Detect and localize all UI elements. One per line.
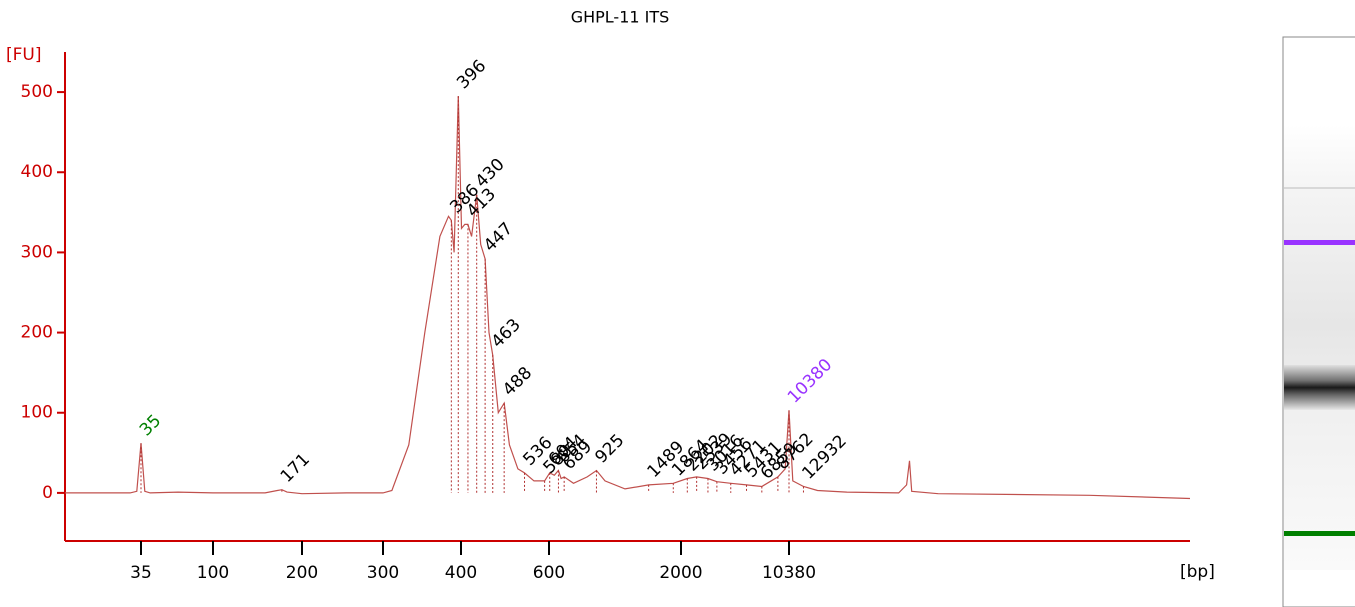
gel-band xyxy=(1284,365,1355,410)
x-axis-label: [bp] xyxy=(1180,562,1215,582)
trace-line xyxy=(65,96,1191,500)
gel-background xyxy=(1284,125,1355,570)
x-tick-label: 200 xyxy=(286,563,318,583)
chart-title: GHPL-11 ITS xyxy=(571,8,670,27)
x-tick-label: 100 xyxy=(197,563,229,583)
peak-label: 447 xyxy=(480,219,517,256)
x-tick-label: 2000 xyxy=(659,563,702,583)
y-tick-label: 0 xyxy=(42,483,53,503)
peak-label: 463 xyxy=(488,315,525,352)
y-tick-label: 300 xyxy=(21,242,53,262)
x-tick-label: 600 xyxy=(533,563,565,583)
y-tick-label: 100 xyxy=(21,403,53,423)
y-tick-label: 200 xyxy=(21,323,53,343)
gel-marker-band xyxy=(1284,240,1355,245)
y-axis-label: [FU] xyxy=(6,45,42,65)
peak-label: 10380 xyxy=(784,355,836,407)
peak-label: 35 xyxy=(136,411,165,440)
peak-label: 488 xyxy=(499,363,536,400)
x-tick-label: 10380 xyxy=(762,563,816,583)
peak-label: 396 xyxy=(453,56,490,93)
y-tick-label: 400 xyxy=(21,162,53,182)
gel-band xyxy=(1284,187,1355,189)
x-tick-label: 300 xyxy=(367,563,399,583)
peak-label: 171 xyxy=(277,450,314,487)
y-tick-label: 500 xyxy=(21,82,53,102)
gel-marker-band xyxy=(1284,531,1355,536)
peak-label: 925 xyxy=(591,430,628,467)
x-tick-label: 400 xyxy=(445,563,477,583)
gel-lane xyxy=(1282,36,1355,607)
peak-label: 430 xyxy=(472,155,509,192)
x-tick-label: 35 xyxy=(130,563,152,583)
